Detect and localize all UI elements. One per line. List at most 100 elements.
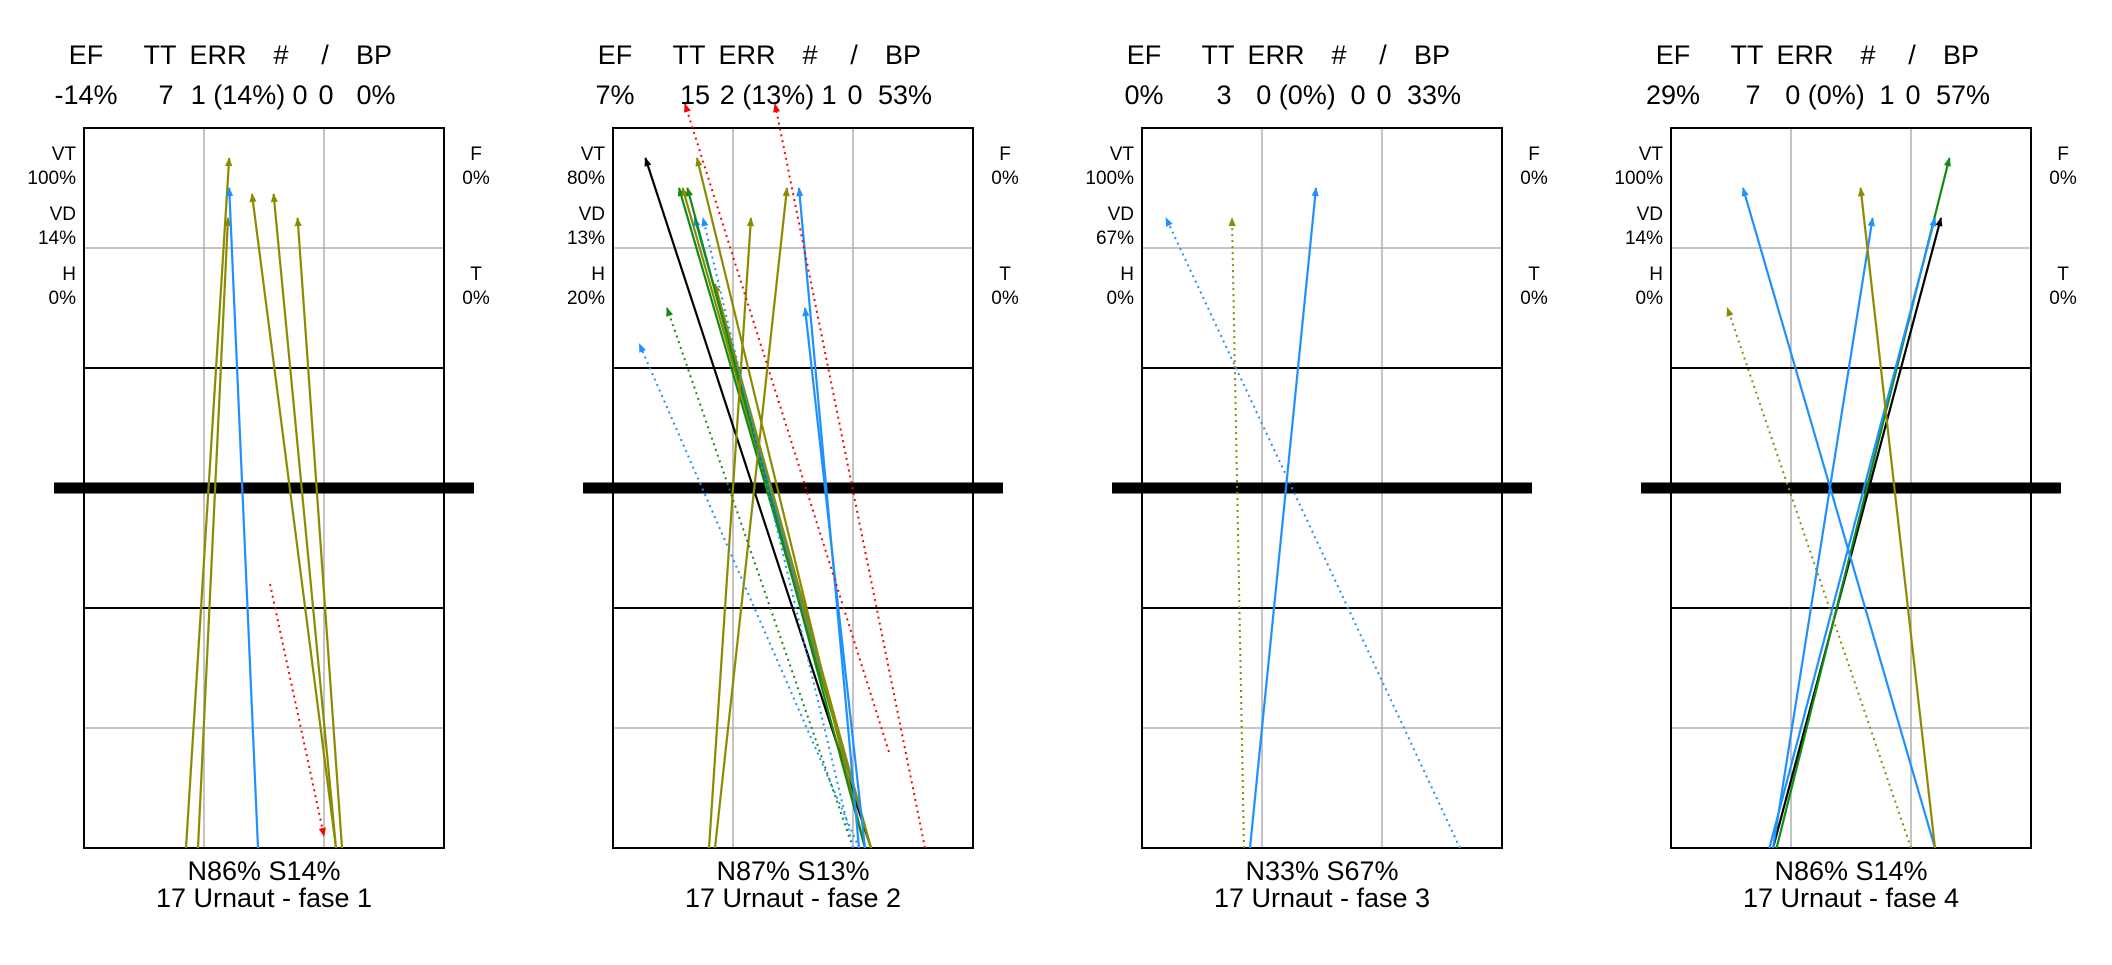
right-label: T xyxy=(1528,264,1540,285)
stats-value: 0 xyxy=(1376,80,1391,110)
trajectory-line xyxy=(1771,217,1875,849)
right-label: F xyxy=(1528,144,1540,165)
stats-value: 7 xyxy=(158,80,173,110)
stats-value: 0 xyxy=(1350,80,1365,110)
right-label: 0% xyxy=(991,288,1019,309)
stats-header: ERR xyxy=(1247,40,1304,70)
left-label: H xyxy=(591,264,605,285)
left-label: VT xyxy=(1639,144,1664,165)
left-label: 80% xyxy=(567,168,605,189)
stats-header: EF xyxy=(1656,40,1691,70)
stats-header: TT xyxy=(144,40,177,70)
panel-footer: N33% S67% xyxy=(1245,856,1398,886)
right-label: 0% xyxy=(2049,288,2077,309)
left-label: VT xyxy=(581,144,606,165)
right-label: T xyxy=(999,264,1011,285)
trajectory-line xyxy=(686,187,867,849)
trajectory-line xyxy=(802,307,867,849)
trajectory-line xyxy=(184,157,233,849)
trajectory-line xyxy=(638,343,860,849)
stats-value: 7 xyxy=(1745,80,1760,110)
stats-value: 29% xyxy=(1646,80,1700,110)
stats-value: 0 xyxy=(318,80,333,110)
left-label: 13% xyxy=(567,228,605,249)
right-label: 0% xyxy=(991,168,1019,189)
stats-value: 0 xyxy=(292,80,307,110)
stats-value: 53% xyxy=(878,80,932,110)
stats-value: 0% xyxy=(1124,80,1163,110)
left-label: VD xyxy=(579,204,605,225)
panel-footer: N87% S13% xyxy=(716,856,869,886)
trajectory-line xyxy=(225,187,260,849)
left-label: 0% xyxy=(49,288,77,309)
stats-header: / xyxy=(850,40,858,70)
stats-header: # xyxy=(1331,40,1346,70)
left-label: 14% xyxy=(1625,228,1663,249)
stats-value: 3 xyxy=(1216,80,1231,110)
stats-value: 0 xyxy=(847,80,862,110)
left-label: 0% xyxy=(1107,288,1135,309)
right-label: T xyxy=(2057,264,2069,285)
left-label: 67% xyxy=(1096,228,1134,249)
right-label: F xyxy=(999,144,1011,165)
left-label: H xyxy=(62,264,76,285)
trajectory-line xyxy=(249,193,338,849)
right-label: 0% xyxy=(1520,288,1548,309)
left-label: 14% xyxy=(38,228,76,249)
left-label: H xyxy=(1649,264,1663,285)
stats-header: ERR xyxy=(189,40,246,70)
chart-panel-4: EF TT ERR # / BP 29% 7 0 (0%) 1 0 57% VT 100% VD 14% H 0%… xyxy=(1614,40,2076,913)
left-label: VD xyxy=(1637,204,1663,225)
left-label: 100% xyxy=(27,168,76,189)
trajectory-line xyxy=(713,187,790,849)
stats-value: 1 xyxy=(1879,80,1894,110)
stats-value: 33% xyxy=(1407,80,1461,110)
trajectory-line xyxy=(270,193,338,849)
trajectory-line xyxy=(1228,217,1245,849)
right-label: 0% xyxy=(1520,168,1548,189)
stats-value: 1 xyxy=(821,80,836,110)
stats-value: 1 (14%) xyxy=(191,80,286,110)
trajectory-line xyxy=(1768,217,1937,849)
stats-header: BP xyxy=(1414,40,1450,70)
left-label: 20% xyxy=(567,288,605,309)
right-label: 0% xyxy=(462,168,490,189)
trajectory-line xyxy=(1726,307,1912,849)
panel-title: 17 Urnaut - fase 4 xyxy=(1743,883,1959,913)
left-label: 100% xyxy=(1085,168,1134,189)
left-label: 100% xyxy=(1614,168,1663,189)
stats-value: 0 xyxy=(1905,80,1920,110)
right-label: F xyxy=(470,144,482,165)
left-label: H xyxy=(1120,264,1134,285)
panel-footer: N86% S14% xyxy=(187,856,340,886)
stats-header: EF xyxy=(598,40,633,70)
stats-header: ERR xyxy=(718,40,775,70)
stats-header: / xyxy=(1379,40,1387,70)
stats-header: TT xyxy=(1202,40,1235,70)
stats-value: 15 xyxy=(680,80,710,110)
stats-value: 0% xyxy=(356,80,395,110)
panel-footer: N86% S14% xyxy=(1774,856,1927,886)
stats-header: / xyxy=(1908,40,1916,70)
stats-header: / xyxy=(321,40,329,70)
trajectory-line xyxy=(1857,187,1937,849)
stats-header: # xyxy=(273,40,288,70)
stats-header: TT xyxy=(1731,40,1764,70)
panel-title: 17 Urnaut - fase 1 xyxy=(156,883,372,913)
left-label: VT xyxy=(1110,144,1135,165)
stats-header: BP xyxy=(885,40,921,70)
trajectory-line xyxy=(269,583,326,837)
panel-title: 17 Urnaut - fase 3 xyxy=(1214,883,1430,913)
stats-header: EF xyxy=(69,40,104,70)
panel-title: 17 Urnaut - fase 2 xyxy=(685,883,901,913)
trajectory-line xyxy=(196,217,232,849)
trajectory-line xyxy=(1165,217,1461,849)
right-label: 0% xyxy=(2049,168,2077,189)
stats-value: -14% xyxy=(54,80,117,110)
stats-value: 2 (13%) xyxy=(720,80,815,110)
right-label: F xyxy=(2057,144,2069,165)
trajectory-line xyxy=(1771,217,1943,849)
stats-value: 7% xyxy=(595,80,634,110)
